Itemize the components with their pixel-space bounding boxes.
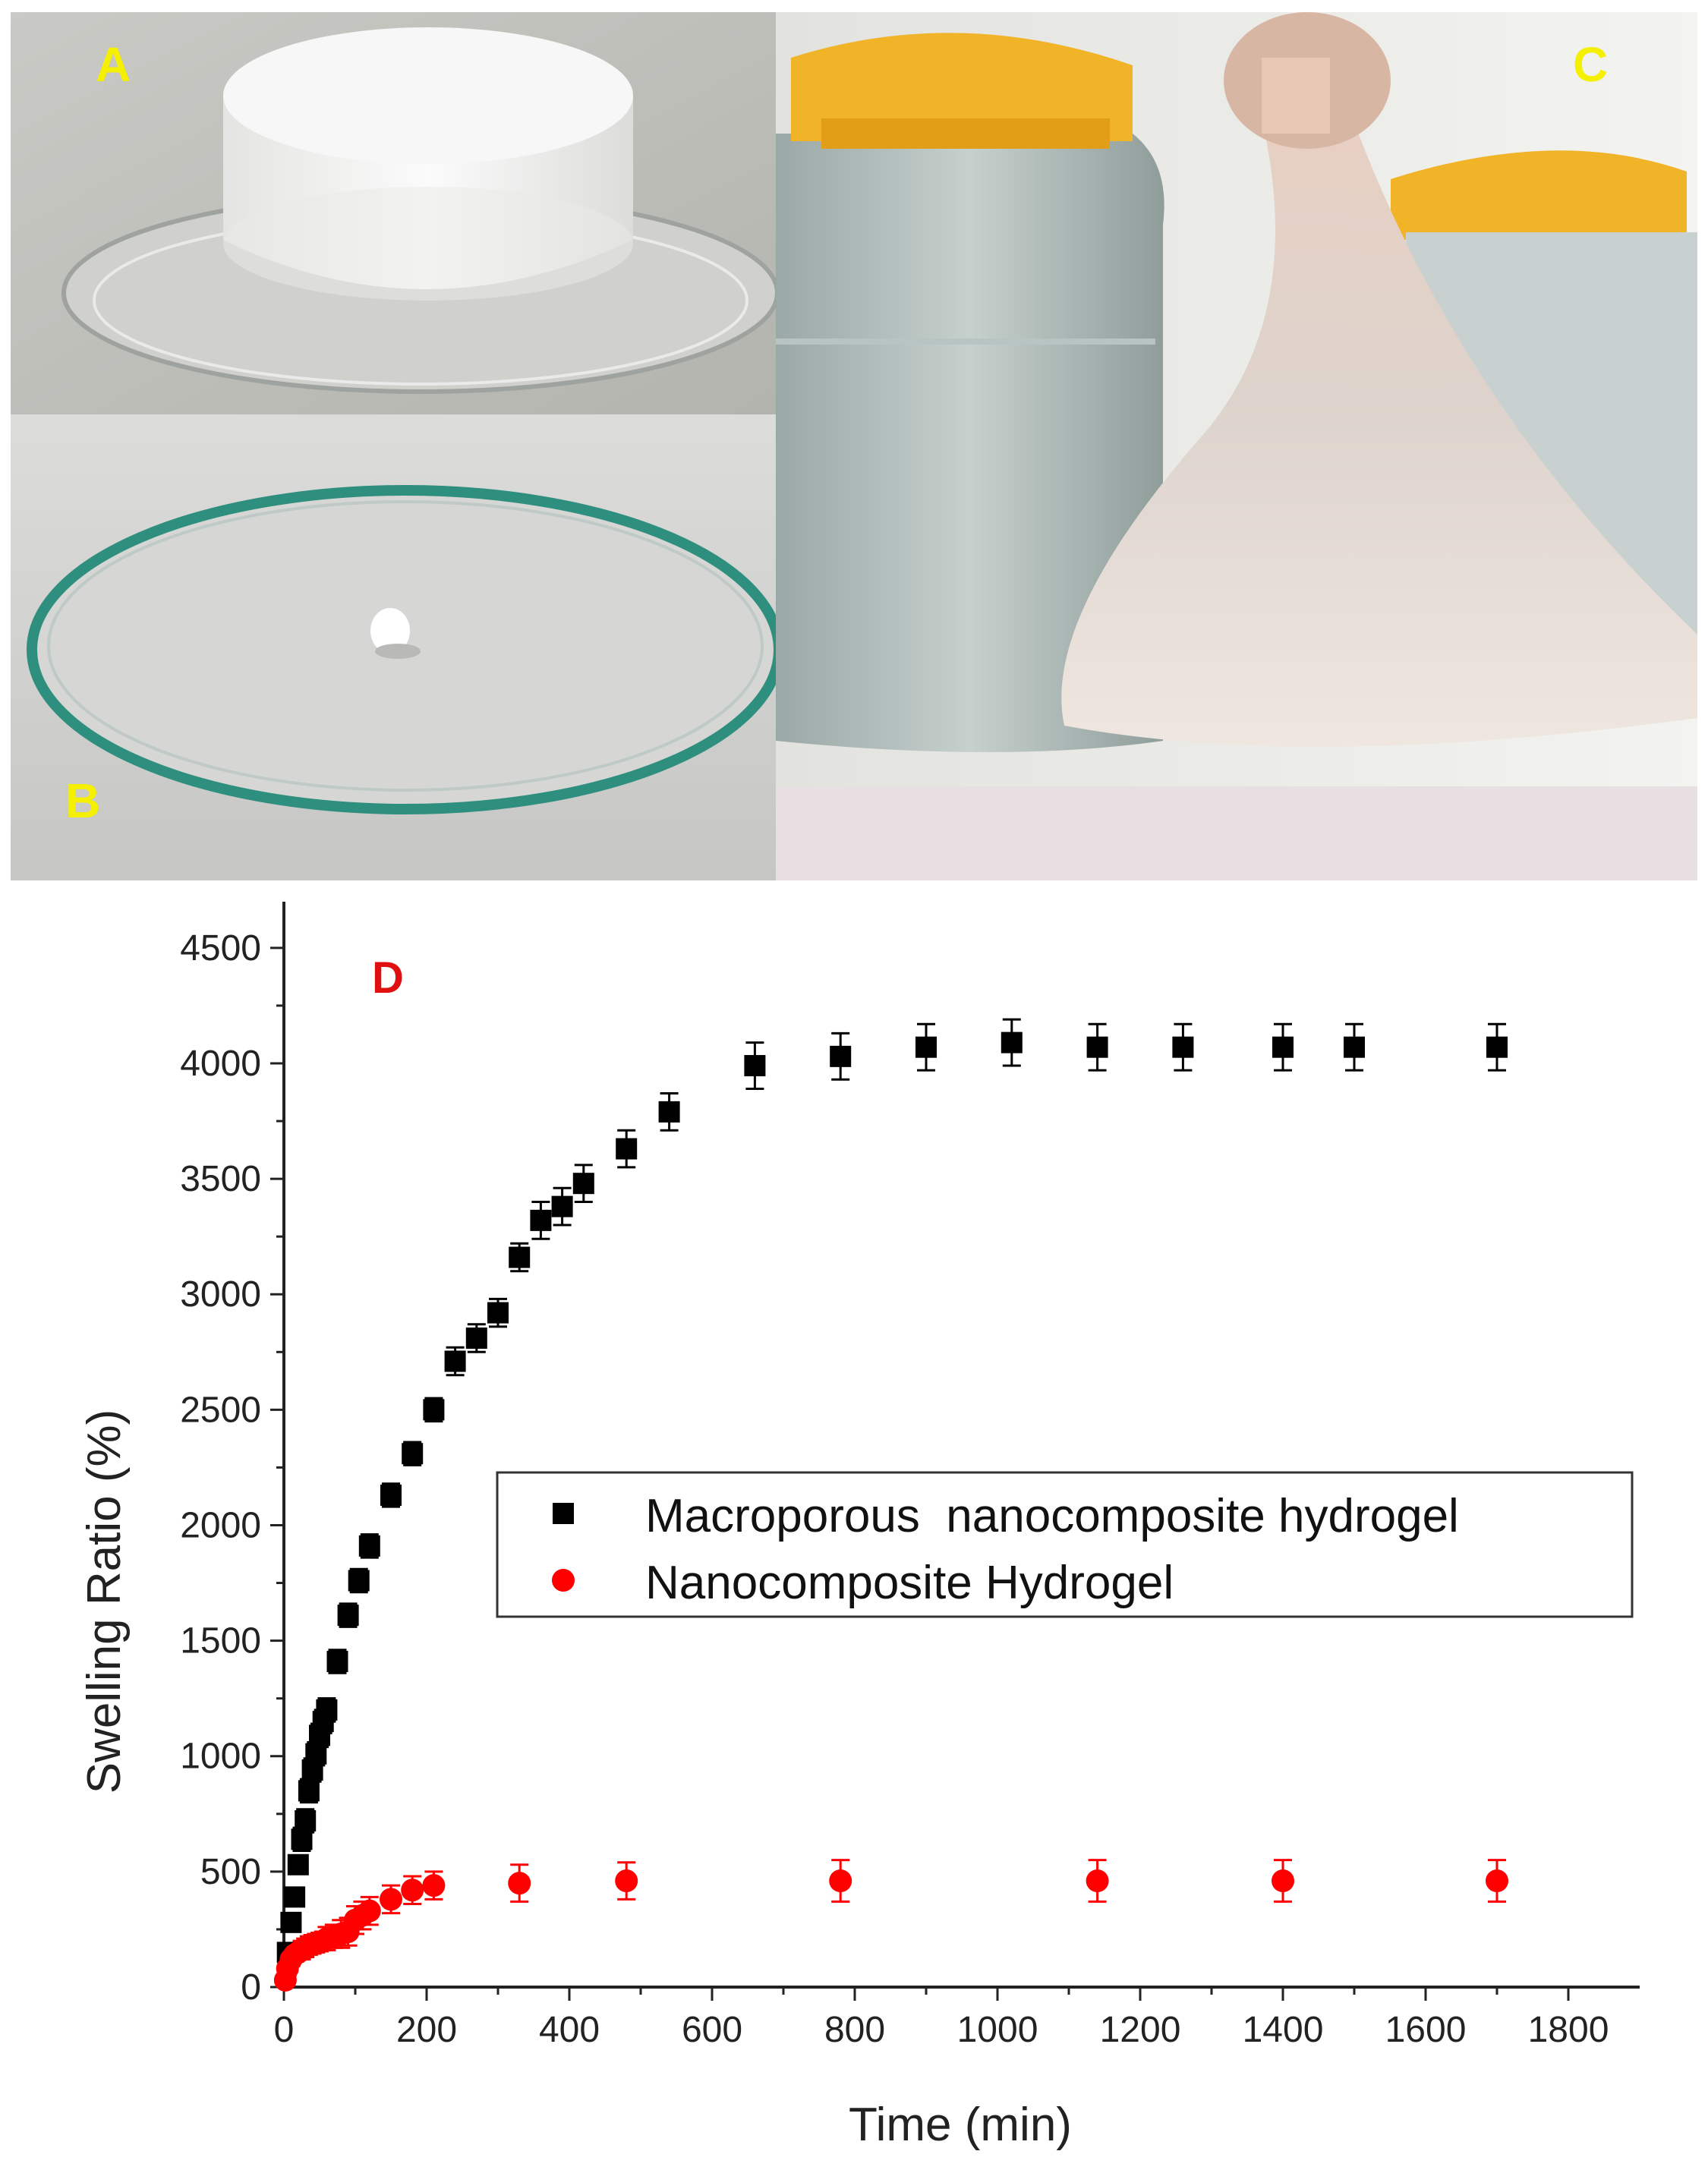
chart-axes <box>282 902 1640 1989</box>
data-point-nanocomposite <box>615 1869 638 1893</box>
chart-legend: Macroporous nanocomposite hydrogel Nanoc… <box>496 1471 1634 1618</box>
data-point-nanocomposite <box>1486 1869 1508 1893</box>
data-point-nanocomposite <box>358 1899 381 1923</box>
y-tick-label: 4500 <box>180 928 261 968</box>
chart-ticks: 0 200 400 600 800 1000 1200 1400 1600 1800 0 500 100… <box>180 928 1609 2050</box>
data-point-nanocomposite <box>508 1872 531 1895</box>
data-point-macroporous <box>1172 1036 1194 1058</box>
data-point-nanocomposite <box>380 1888 402 1911</box>
data-point-macroporous <box>348 1570 370 1592</box>
x-tick-label: 200 <box>396 2010 457 2050</box>
data-point-macroporous <box>830 1045 852 1067</box>
data-point-macroporous <box>744 1055 766 1077</box>
photo-panel-b <box>11 414 776 880</box>
data-point-macroporous <box>295 1809 317 1831</box>
data-point-macroporous <box>465 1328 487 1350</box>
data-point-nanocomposite <box>829 1869 852 1893</box>
legend-marker-nanocomposite <box>552 1569 575 1592</box>
photo-panel-c <box>776 12 1697 880</box>
data-point-macroporous <box>423 1399 445 1421</box>
data-point-macroporous <box>326 1651 348 1672</box>
data-point-nanocomposite <box>1272 1869 1294 1893</box>
chart-svg: 0 200 400 600 800 1000 1200 1400 1600 1800 0 500 100… <box>78 902 1640 2151</box>
data-point-macroporous <box>1086 1036 1108 1058</box>
y-tick-label: 3000 <box>180 1274 261 1315</box>
x-tick-label: 1000 <box>957 2010 1038 2050</box>
legend-label-nanocomposite: Nanocomposite Hydrogel <box>645 1557 1174 1609</box>
data-point-macroporous <box>280 1911 302 1933</box>
data-point-macroporous <box>291 1828 313 1850</box>
photo-c-image <box>776 12 1697 880</box>
data-point-nanocomposite <box>1086 1869 1109 1893</box>
chart-marks <box>273 1031 1508 1992</box>
y-tick-label: 3500 <box>180 1159 261 1199</box>
y-tick-label: 500 <box>200 1852 261 1892</box>
data-point-macroporous <box>530 1209 552 1231</box>
legend-label-macroporous: Macroporous nanocomposite hydrogel <box>645 1490 1459 1542</box>
x-tick-label: 0 <box>274 2010 295 2050</box>
legend-marker-macroporous <box>553 1503 574 1524</box>
photo-panel-a <box>11 12 776 414</box>
x-tick-label: 1600 <box>1385 2010 1467 2050</box>
x-tick-label: 400 <box>539 2010 600 2050</box>
x-tick-label: 1400 <box>1243 2010 1324 2050</box>
photo-b-image <box>11 414 776 880</box>
data-point-macroporous <box>1272 1036 1294 1058</box>
data-point-nanocomposite <box>422 1874 446 1898</box>
x-tick-label: 800 <box>824 2010 885 2050</box>
data-point-macroporous <box>572 1173 594 1195</box>
data-point-macroporous <box>402 1443 424 1465</box>
data-point-macroporous <box>509 1246 531 1268</box>
y-tick-label: 2000 <box>180 1505 261 1545</box>
data-point-macroporous <box>298 1780 320 1802</box>
photo-a-image <box>11 12 776 414</box>
y-axis-title: Swelling Ratio (%) <box>78 1409 131 1794</box>
data-point-macroporous <box>551 1195 573 1217</box>
data-point-macroporous <box>284 1886 306 1908</box>
data-point-macroporous <box>380 1484 402 1506</box>
data-point-macroporous <box>616 1138 638 1160</box>
panel-label-a: A <box>96 37 131 92</box>
data-point-macroporous <box>287 1853 309 1876</box>
legend-box <box>496 1471 1634 1618</box>
data-point-macroporous <box>1344 1036 1365 1058</box>
data-point-macroporous <box>358 1535 380 1557</box>
panel-label-d: D <box>372 953 404 1003</box>
data-point-macroporous <box>1486 1036 1508 1058</box>
data-point-macroporous <box>444 1350 466 1372</box>
panel-label-c: C <box>1573 37 1609 92</box>
x-tick-label: 1800 <box>1528 2010 1609 2050</box>
y-tick-label: 1500 <box>180 1621 261 1661</box>
data-point-nanocomposite <box>401 1879 424 1902</box>
y-tick-label: 2500 <box>180 1390 261 1430</box>
y-tick-label: 0 <box>241 1967 261 2008</box>
x-tick-label: 1200 <box>1100 2010 1181 2050</box>
data-point-macroporous <box>305 1743 327 1765</box>
data-point-macroporous <box>337 1605 359 1627</box>
data-point-macroporous <box>1001 1031 1023 1054</box>
y-tick-label: 1000 <box>180 1737 261 1777</box>
data-point-macroporous <box>915 1036 937 1058</box>
x-axis-title: Time (min) <box>849 2099 1072 2151</box>
data-point-macroporous <box>316 1699 338 1721</box>
data-point-macroporous <box>658 1101 680 1123</box>
panel-label-b: B <box>65 773 101 828</box>
data-point-macroporous <box>487 1302 509 1324</box>
x-tick-label: 600 <box>682 2010 742 2050</box>
y-tick-label: 4000 <box>180 1044 261 1084</box>
swelling-chart: 0 200 400 600 800 1000 1200 1400 1600 1800 0 500 100… <box>0 880 1708 2170</box>
